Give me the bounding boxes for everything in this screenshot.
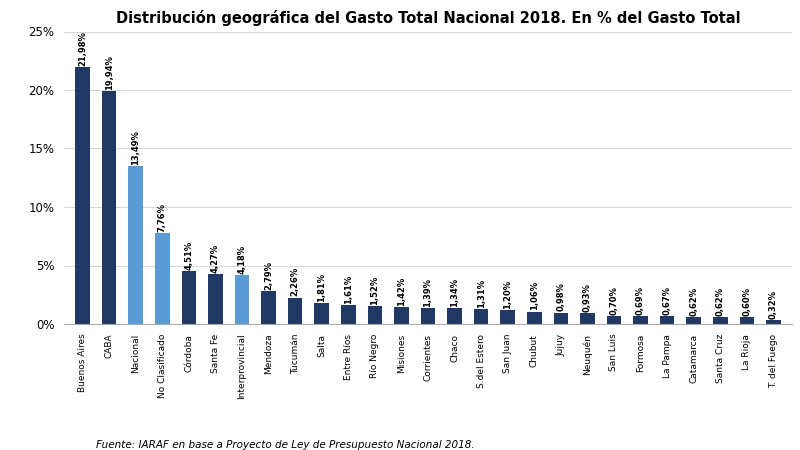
Text: 1,81%: 1,81% <box>318 273 326 302</box>
Bar <box>288 297 302 324</box>
Bar <box>634 316 648 324</box>
Bar <box>367 306 382 324</box>
Text: 1,34%: 1,34% <box>450 278 459 307</box>
Text: 1,61%: 1,61% <box>344 275 353 304</box>
Bar <box>554 313 568 324</box>
Bar <box>421 308 435 324</box>
Bar <box>75 67 90 324</box>
Title: Distribución geográfica del Gasto Total Nacional 2018. En % del Gasto Total: Distribución geográfica del Gasto Total … <box>116 10 740 26</box>
Text: 1,42%: 1,42% <box>397 277 406 306</box>
Text: 1,52%: 1,52% <box>370 276 379 305</box>
Bar <box>474 309 489 324</box>
Bar <box>501 310 515 324</box>
Text: 0,93%: 0,93% <box>583 283 592 312</box>
Bar <box>686 317 701 324</box>
Text: Fuente: IARAF en base a Proyecto de Ley de Presupuesto Nacional 2018.: Fuente: IARAF en base a Proyecto de Ley … <box>96 440 474 450</box>
Text: 4,27%: 4,27% <box>211 244 220 273</box>
Bar <box>341 305 355 324</box>
Text: 4,18%: 4,18% <box>238 245 246 274</box>
Bar <box>129 166 143 324</box>
Text: 4,51%: 4,51% <box>184 241 194 270</box>
Bar <box>182 271 196 324</box>
Bar <box>447 308 462 324</box>
Bar <box>234 275 250 324</box>
Text: 0,62%: 0,62% <box>716 287 725 315</box>
Text: 0,60%: 0,60% <box>742 287 751 316</box>
Text: 2,79%: 2,79% <box>264 261 273 290</box>
Text: 7,76%: 7,76% <box>158 203 167 232</box>
Text: 0,62%: 0,62% <box>689 287 698 315</box>
Text: 21,98%: 21,98% <box>78 31 87 66</box>
Text: 13,49%: 13,49% <box>131 130 140 165</box>
Text: 0,32%: 0,32% <box>769 290 778 319</box>
Bar <box>527 311 542 324</box>
Text: 1,20%: 1,20% <box>503 279 512 309</box>
Bar <box>314 303 329 324</box>
Bar <box>208 274 222 324</box>
Bar <box>580 313 594 324</box>
Text: 1,06%: 1,06% <box>530 281 538 310</box>
Text: 0,67%: 0,67% <box>662 286 672 315</box>
Text: 0,98%: 0,98% <box>556 283 566 311</box>
Text: 0,69%: 0,69% <box>636 286 645 315</box>
Bar <box>766 320 781 324</box>
Bar <box>394 307 409 324</box>
Text: 1,39%: 1,39% <box>423 278 433 306</box>
Bar <box>262 291 276 324</box>
Text: 1,31%: 1,31% <box>477 279 486 307</box>
Bar <box>102 91 117 324</box>
Text: 2,26%: 2,26% <box>290 267 300 297</box>
Bar <box>606 316 622 324</box>
Bar <box>155 233 170 324</box>
Text: 19,94%: 19,94% <box>105 54 114 90</box>
Text: 0,70%: 0,70% <box>610 286 618 315</box>
Bar <box>739 317 754 324</box>
Bar <box>713 317 727 324</box>
Bar <box>660 316 674 324</box>
